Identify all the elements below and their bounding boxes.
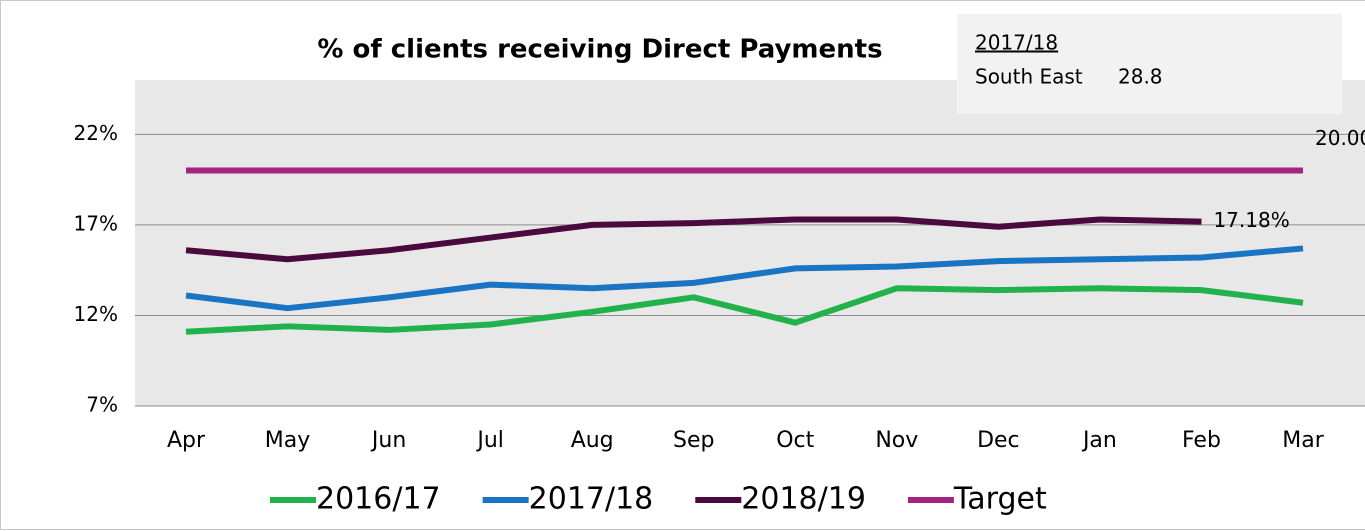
y-tick-label: 22% <box>74 121 118 145</box>
x-tick-label: Jan <box>1081 428 1117 453</box>
data-label: 17.18% <box>1213 208 1289 232</box>
x-tick-label: Jun <box>370 428 406 453</box>
series-line <box>185 285 1304 335</box>
x-tick-label: Aug <box>571 428 614 453</box>
annotation-box <box>957 14 1342 114</box>
chart-title: % of clients receiving Direct Payments <box>317 35 882 65</box>
legend-label: 2016/17 <box>316 482 441 517</box>
x-tick-label: Mar <box>1282 428 1324 453</box>
x-tick-label: Dec <box>977 428 1020 453</box>
y-tick-label: 7% <box>86 393 118 417</box>
x-tick-label: Feb <box>1182 428 1221 453</box>
series-line <box>185 216 1202 263</box>
legend-label: 2017/18 <box>529 482 654 517</box>
annotation-title: 2017/18 <box>975 31 1058 55</box>
y-tick-label: 12% <box>74 302 118 326</box>
data-label: 20.00% <box>1315 126 1365 150</box>
x-tick-label: Sep <box>673 428 714 453</box>
x-tick-label: Apr <box>167 428 206 453</box>
x-tick-label: May <box>265 428 310 453</box>
x-tick-label: Jul <box>475 428 504 453</box>
y-tick-label: 17% <box>74 211 118 235</box>
plot-area <box>135 80 1365 406</box>
series-line <box>185 245 1304 312</box>
annotation-value: 28.8 <box>1118 65 1163 89</box>
legend-label: Target <box>953 482 1047 517</box>
x-tick-label: Oct <box>776 428 814 453</box>
x-tick-label: Nov <box>875 428 918 453</box>
legend-label: 2018/19 <box>741 482 866 517</box>
annotation-label: South East <box>975 65 1083 89</box>
